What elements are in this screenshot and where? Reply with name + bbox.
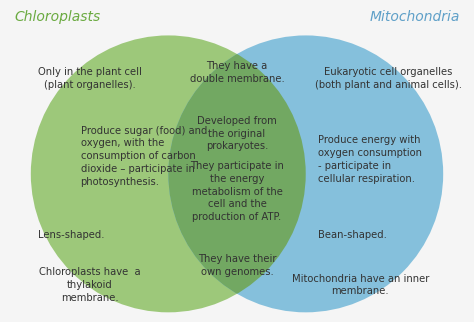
- Text: Produce energy with
oxygen consumption
- participate in
cellular respiration.: Produce energy with oxygen consumption -…: [318, 135, 421, 184]
- Text: Developed from
the original
prokaryotes.: Developed from the original prokaryotes.: [197, 116, 277, 151]
- Text: Mitochondria: Mitochondria: [369, 10, 460, 24]
- Text: Produce sugar (food) and
oxygen, with the
consumption of carbon
dioxide – partic: Produce sugar (food) and oxygen, with th…: [81, 126, 207, 187]
- Text: Mitochondria have an inner
membrane.: Mitochondria have an inner membrane.: [292, 274, 429, 296]
- Text: Only in the plant cell
(plant organelles).: Only in the plant cell (plant organelles…: [38, 68, 142, 90]
- Text: Eukaryotic cell organelles
(both plant and animal cells).: Eukaryotic cell organelles (both plant a…: [315, 68, 462, 90]
- Text: Chloroplasts have  a
thylakoid
membrane.: Chloroplasts have a thylakoid membrane.: [39, 267, 141, 303]
- Text: They have a
double membrane.: They have a double membrane.: [190, 61, 284, 84]
- Ellipse shape: [31, 35, 306, 312]
- Text: Chloroplasts: Chloroplasts: [14, 10, 100, 24]
- Text: Bean-shaped.: Bean-shaped.: [318, 230, 386, 240]
- Ellipse shape: [168, 35, 443, 312]
- Text: They have their
own genomes.: They have their own genomes.: [198, 254, 276, 277]
- Ellipse shape: [31, 35, 306, 312]
- Text: Lens-shaped.: Lens-shaped.: [38, 230, 104, 240]
- Text: They participate in
the energy
metabolism of the
cell and the
production of ATP.: They participate in the energy metabolis…: [190, 161, 284, 222]
